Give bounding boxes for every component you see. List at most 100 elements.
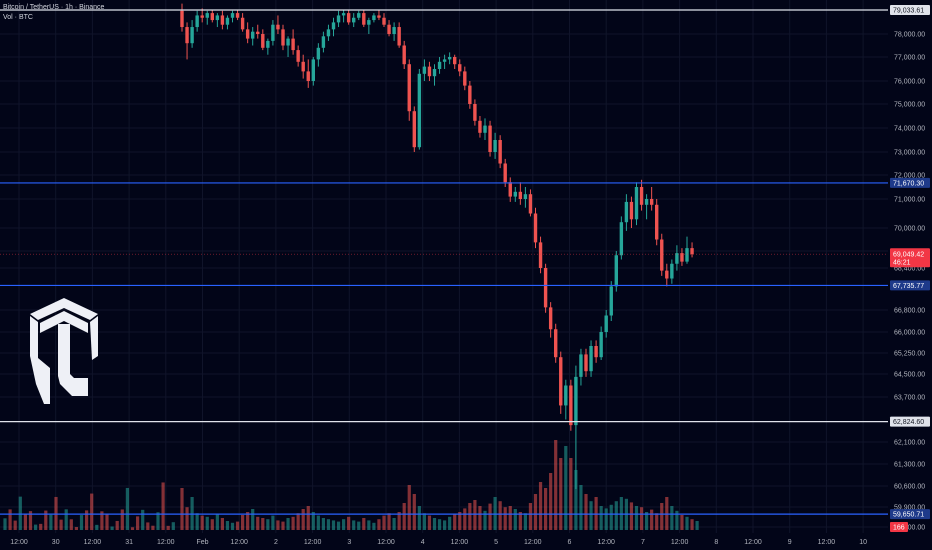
candle-body: [609, 286, 613, 316]
candle-body: [564, 385, 568, 406]
volume-bar: [3, 518, 7, 530]
volume-bar: [342, 519, 346, 530]
price-axis-label: 66,800.00: [894, 308, 925, 315]
candle-body: [341, 13, 346, 16]
symbol-title[interactable]: Bitcoin / TetherUS · 1h · Binance: [3, 4, 105, 11]
price-axis-label: 62,100.00: [894, 440, 925, 447]
candle-body: [180, 10, 184, 28]
candle-body: [437, 61, 442, 69]
volume-bar: [427, 515, 432, 530]
candle-body: [629, 201, 634, 220]
candle-body: [463, 71, 467, 86]
volume-bar: [190, 497, 194, 530]
candle-body: [296, 50, 300, 62]
volume-bar: [39, 523, 43, 530]
candle-body: [367, 20, 371, 25]
volume-tag-label: 166: [893, 525, 905, 532]
volume-bar: [599, 506, 603, 530]
candle-body: [210, 13, 214, 21]
volume-bar: [146, 522, 150, 530]
time-axis-label: 31: [125, 539, 133, 546]
candle-body: [483, 125, 487, 133]
price-axis-label: 60,600.00: [894, 484, 925, 491]
volume-bar: [574, 470, 578, 530]
volume-bar: [528, 503, 533, 530]
price-axis-label: 64,500.00: [894, 372, 925, 379]
price-axis-label: 68,400.00: [894, 266, 925, 273]
volume-bar: [660, 503, 664, 530]
volume-bar: [533, 494, 538, 530]
volume-bars: [3, 440, 699, 530]
price-tag: [890, 509, 930, 520]
price-axis-label: 59,200.00: [894, 525, 925, 532]
candle-body: [513, 191, 517, 197]
time-axis-label: 7: [641, 539, 645, 546]
time-axis-label: 12:00: [157, 539, 175, 546]
volume-bar: [306, 506, 310, 530]
volume-bar: [266, 519, 270, 530]
volume-bar: [185, 507, 189, 530]
candle-body: [235, 13, 240, 18]
volume-bar: [220, 518, 224, 530]
candle-body: [528, 194, 533, 214]
volume-bar: [498, 501, 502, 530]
volume-bar: [13, 520, 17, 530]
volume-bar: [513, 509, 517, 530]
time-axis-label: 2: [274, 539, 278, 546]
volume-bar: [493, 497, 497, 530]
time-axis[interactable]: 12:00 30 12:00 31 12:00 Feb 12:00 2 12:00 3 12:00 4…: [0, 533, 932, 550]
volume-bar: [261, 518, 265, 530]
horizontal-lines[interactable]: [0, 9, 888, 515]
price-tag-label: 59,650.71: [893, 512, 924, 519]
price-tag: [890, 416, 930, 427]
volume-bar: [402, 503, 406, 530]
volume-bar: [665, 497, 669, 530]
volume-bar: [488, 503, 492, 530]
volume-bar: [200, 515, 204, 530]
volume-title[interactable]: Vol · BTC: [3, 14, 33, 21]
candle-body: [352, 17, 356, 23]
candle-body: [306, 71, 310, 81]
volume-bar: [629, 502, 634, 530]
volume-bar: [478, 506, 482, 530]
candle-body: [548, 307, 553, 330]
volume-bar: [69, 519, 73, 530]
volume-bar: [407, 485, 411, 530]
volume-bar: [291, 516, 295, 530]
candle-body: [453, 57, 457, 65]
volume-bar: [619, 497, 623, 530]
volume-bar: [347, 516, 351, 530]
price-axis[interactable]: 78,000.00 77,000.00 76,000.00 75,000.00 74,0…: [888, 0, 932, 550]
candle-body: [468, 85, 472, 104]
volume-bar: [85, 510, 89, 530]
candle-body: [291, 38, 295, 51]
volume-bar: [448, 516, 452, 530]
price-axis-label: 66,000.00: [894, 330, 925, 337]
volume-bar: [685, 516, 689, 530]
candle-body: [240, 17, 245, 30]
candle-body: [569, 385, 573, 426]
time-axis-label: 12:00: [230, 539, 248, 546]
candle-body: [680, 253, 684, 262]
candle-body: [665, 270, 669, 279]
volume-bar: [564, 446, 568, 530]
volume-bar: [584, 494, 588, 530]
volume-bar: [151, 525, 155, 530]
volume-bar: [105, 513, 109, 530]
candle-body: [331, 22, 336, 30]
volume-bar: [235, 521, 240, 530]
candle-body: [205, 13, 209, 18]
candle-body: [473, 104, 477, 121]
candle-body: [670, 263, 674, 279]
candle-body: [256, 31, 260, 34]
price-axis-label: 71,000.00: [894, 197, 925, 204]
candle-body: [301, 61, 305, 72]
volume-bar: [230, 522, 235, 530]
time-axis-label: 12:00: [84, 539, 102, 546]
volume-bar: [130, 527, 135, 530]
price-axis-label: 61,300.00: [894, 462, 925, 469]
candle-body: [377, 15, 381, 18]
volume-bar: [670, 506, 674, 530]
time-axis-label: 12:00: [671, 539, 689, 546]
